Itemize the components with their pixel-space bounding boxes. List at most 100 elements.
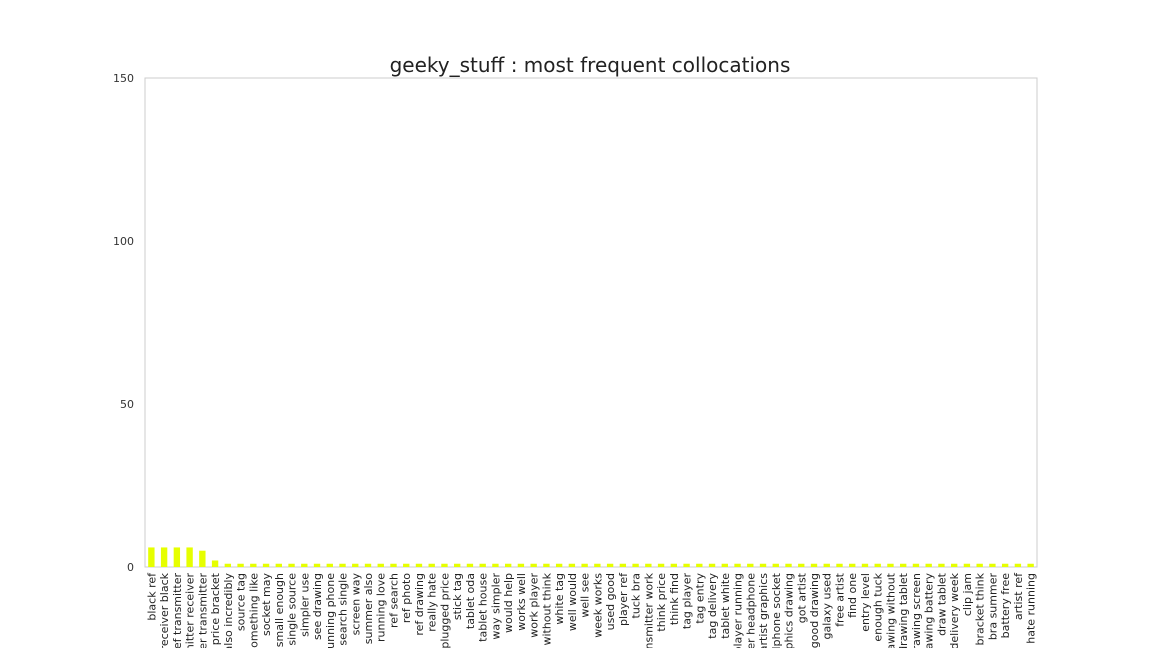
- x-tick-label: white tag: [553, 573, 566, 625]
- x-tick-label: ref search: [387, 573, 400, 628]
- bar: [237, 563, 244, 567]
- x-tick-label: bracket think: [974, 572, 987, 645]
- bar: [479, 563, 486, 567]
- bar: [976, 563, 983, 567]
- x-tick-label: rawing without: [884, 572, 897, 648]
- bar: [454, 563, 461, 567]
- x-tick-label: socket may: [260, 573, 273, 637]
- bar: [772, 563, 779, 567]
- x-tick-label: works well: [515, 573, 528, 631]
- x-tick-label: used good: [604, 573, 617, 630]
- bar: [950, 563, 958, 567]
- x-tick-label: artist graphics: [757, 573, 770, 648]
- x-tick-label: tablet oda: [464, 573, 477, 629]
- y-tick-label: 0: [127, 561, 134, 574]
- x-tick-label: stick tag: [451, 573, 464, 620]
- bar: [1027, 563, 1034, 567]
- x-tick-label: entry level: [859, 573, 872, 632]
- bar: [543, 563, 550, 567]
- x-tick-label: drawing battery: [923, 573, 936, 648]
- x-tick-label: tablet house: [477, 573, 490, 642]
- x-tick-label: tuck bra: [630, 573, 643, 618]
- bar: [963, 563, 971, 567]
- x-tick-label: artist ref: [1012, 572, 1025, 620]
- bar: [632, 563, 639, 567]
- bar: [581, 563, 588, 567]
- plot-frame: [144, 77, 1038, 568]
- bar: [900, 563, 907, 567]
- chart-title: geeky_stuff : most frequent collocations: [390, 53, 791, 77]
- x-tick-label: galaxy used: [821, 573, 834, 640]
- y-tick-label: 50: [120, 398, 134, 411]
- bar: [364, 563, 372, 567]
- bar: [326, 563, 333, 567]
- y-axis: 0 50 100 150: [113, 72, 134, 574]
- x-tick-label: think price: [655, 573, 668, 632]
- x-tick-label: simpler use: [298, 573, 311, 637]
- y-tick-label: 150: [113, 72, 134, 85]
- bar: [925, 563, 932, 567]
- x-tick-label: battery free: [999, 573, 1012, 639]
- x-tick-label: tag delivery: [706, 573, 719, 639]
- x-tick-label: free artist: [833, 572, 846, 627]
- x-tick-label: ref drawing: [413, 573, 426, 636]
- x-tick-label: ref photo: [400, 573, 413, 623]
- bar: [173, 547, 181, 567]
- bar: [441, 563, 448, 567]
- bar: [186, 547, 193, 567]
- x-tick-label: running love: [375, 573, 388, 642]
- x-tick-label: summer also: [362, 573, 375, 644]
- bar: [734, 563, 741, 567]
- x-tick-label: ansmitter work: [642, 572, 655, 648]
- bar: [517, 563, 525, 567]
- bar: [288, 563, 295, 567]
- x-tick-label: player running: [732, 573, 745, 648]
- x-tick-label: work player: [528, 573, 541, 638]
- x-tick-label: well would: [566, 573, 579, 631]
- x-tick-label: well see: [579, 573, 592, 618]
- x-tick-label: aphics drawing: [783, 573, 796, 648]
- x-tick-label: see drawing: [311, 573, 324, 640]
- x-tick-label: week works: [591, 573, 604, 638]
- bar: [938, 563, 945, 567]
- x-tick-label: dphone socket: [770, 572, 783, 648]
- x-tick-label: ref transmitter: [171, 573, 184, 648]
- bar: [211, 560, 219, 567]
- x-tick-label: really hate: [426, 573, 439, 632]
- x-tick-label: running phone: [324, 573, 337, 648]
- bar: [619, 563, 627, 567]
- x-tick-label: small enough: [273, 573, 286, 647]
- bar: [403, 563, 410, 567]
- bar: [861, 563, 869, 567]
- bar: [696, 563, 703, 567]
- bar: [530, 563, 537, 567]
- bar: [390, 563, 397, 567]
- bar: [645, 563, 652, 567]
- bar: [1001, 563, 1009, 567]
- bar: [785, 563, 792, 567]
- x-tick-label: would help: [502, 573, 515, 633]
- bar: [887, 563, 894, 567]
- x-tick-label: find one: [846, 573, 859, 618]
- bar: [313, 563, 321, 567]
- x-tick-label: delivery week: [948, 572, 961, 648]
- x-tick-label: plugged price: [438, 573, 451, 648]
- bar: [466, 563, 474, 567]
- bar: [555, 563, 563, 567]
- x-tick-label: got artist: [795, 572, 808, 623]
- bars: [148, 547, 1034, 567]
- x-tick-label: mitter receiver: [184, 573, 197, 648]
- bar: [428, 563, 435, 567]
- x-tick-label: bra summer: [986, 573, 999, 641]
- x-tick-label: black ref: [145, 572, 158, 621]
- x-tick-label: think find: [668, 573, 681, 625]
- bar: [747, 563, 754, 567]
- x-tick-label: tag player: [681, 573, 694, 630]
- x-tick-label: player ref: [617, 572, 630, 626]
- bar: [683, 563, 690, 567]
- x-tick-label: source tag: [235, 573, 248, 631]
- bar: [989, 563, 996, 567]
- bar: [339, 563, 346, 567]
- x-tick-label: draw tablet: [935, 572, 948, 636]
